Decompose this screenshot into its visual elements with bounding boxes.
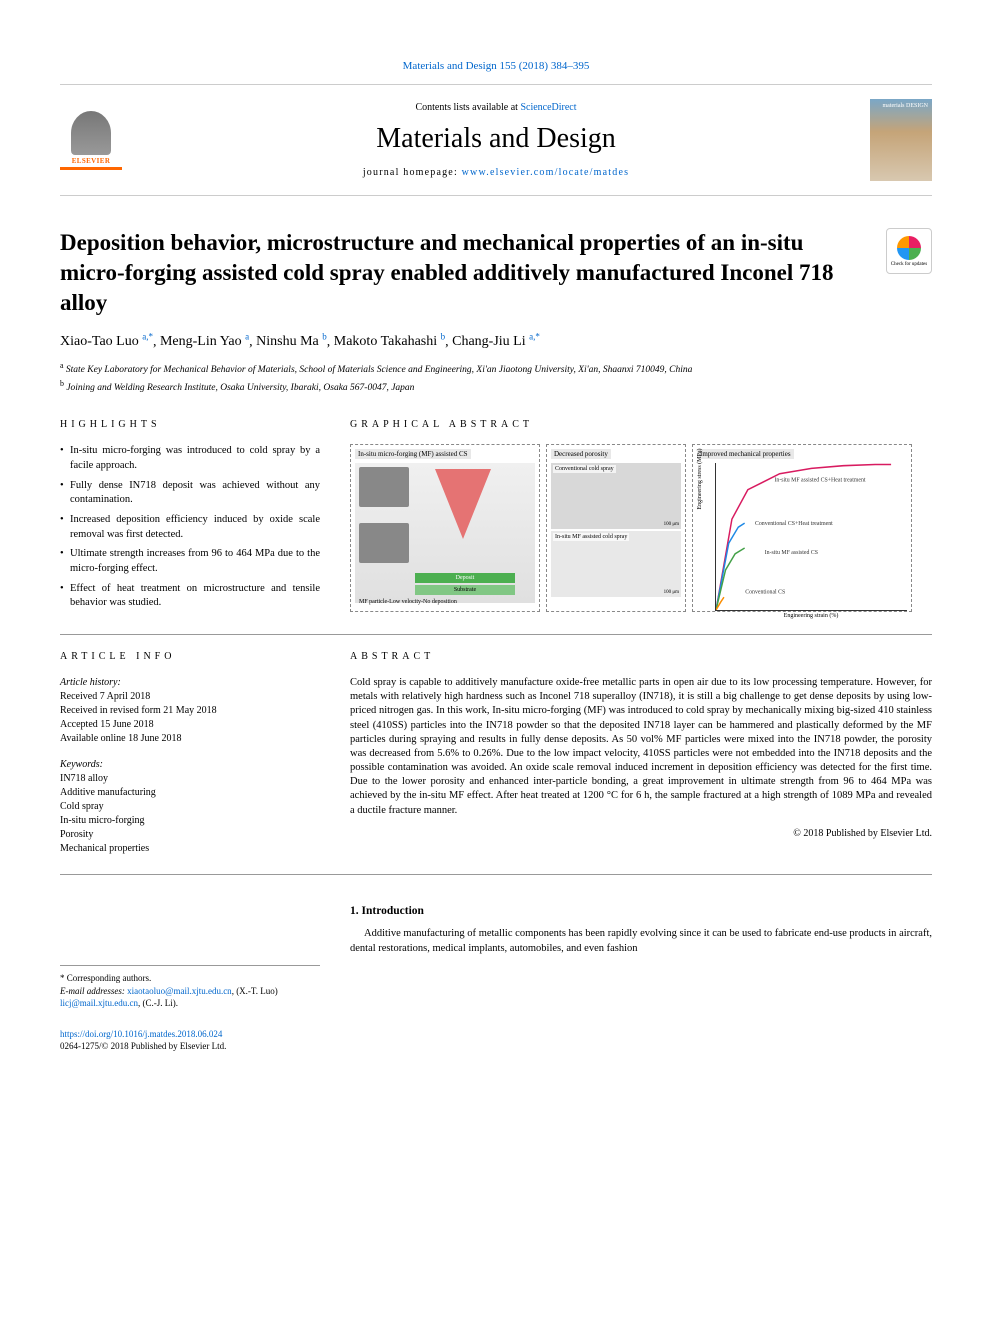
svg-text:In-situ MF assisted CS: In-situ MF assisted CS bbox=[765, 550, 818, 556]
article-info-heading: ARTICLE INFO bbox=[60, 651, 320, 662]
history-line: Received in revised form 21 May 2018 bbox=[60, 704, 320, 718]
abstract-heading: ABSTRACT bbox=[350, 651, 932, 662]
highlight-item: Effect of heat treatment on microstructu… bbox=[60, 582, 320, 611]
author-name: Chang-Jiu Li a,* bbox=[452, 334, 540, 349]
sciencedirect-link[interactable]: ScienceDirect bbox=[520, 102, 576, 113]
highlights-heading: HIGHLIGHTS bbox=[60, 419, 320, 430]
curve-in-situ-mf-assisted-cs+heat-treatment bbox=[716, 465, 891, 611]
authors-line: Xiao-Tao Luo a,*, Meng-Lin Yao a, Ninshu… bbox=[60, 332, 932, 351]
crossmark-icon bbox=[897, 236, 921, 260]
copyright-line: © 2018 Published by Elsevier Ltd. bbox=[350, 828, 932, 839]
svg-text:In-situ MF assisted CS+Heat tr: In-situ MF assisted CS+Heat treatment bbox=[774, 478, 865, 484]
highlight-item: In-situ micro-forging was introduced to … bbox=[60, 444, 320, 473]
email-link[interactable]: xiaotaoluo@mail.xjtu.edu.cn bbox=[127, 986, 232, 996]
affiliation: a State Key Laboratory for Mechanical Be… bbox=[60, 360, 932, 377]
ga-panel-porosity: Decreased porosity Conventional cold spr… bbox=[546, 444, 686, 612]
graphical-abstract-heading: GRAPHICAL ABSTRACT bbox=[350, 419, 932, 430]
keyword: Additive manufacturing bbox=[60, 786, 320, 800]
author-name: Makoto Takahashi b bbox=[334, 334, 445, 349]
history-line: Received 7 April 2018 bbox=[60, 690, 320, 704]
email-link[interactable]: licj@mail.xjtu.edu.cn bbox=[60, 998, 138, 1008]
sem-image-mf bbox=[359, 523, 409, 563]
divider bbox=[60, 874, 932, 875]
sem-image-in718 bbox=[359, 467, 409, 507]
graphical-abstract: In-situ micro-forging (MF) assisted CS D… bbox=[350, 444, 932, 612]
doi-link[interactable]: https://doi.org/10.1016/j.matdes.2018.06… bbox=[60, 1029, 222, 1039]
keyword: IN718 alloy bbox=[60, 772, 320, 786]
intro-paragraph: Additive manufacturing of metallic compo… bbox=[350, 927, 932, 956]
highlight-item: Fully dense IN718 deposit was achieved w… bbox=[60, 479, 320, 508]
history-line: Accepted 15 June 2018 bbox=[60, 718, 320, 732]
journal-reference: Materials and Design 155 (2018) 384–395 bbox=[60, 60, 932, 72]
keyword: Porosity bbox=[60, 828, 320, 842]
affiliation: b Joining and Welding Research Institute… bbox=[60, 378, 932, 395]
journal-cover-thumbnail: materials DESIGN bbox=[870, 99, 932, 181]
curve-in-situ-mf-assisted-cs bbox=[716, 548, 745, 610]
micrograph-mf: In-situ MF assisted cold spray 100 μm bbox=[551, 531, 681, 597]
author-name: Ninshu Ma b bbox=[256, 334, 327, 349]
article-info: Article history: Received 7 April 2018Re… bbox=[60, 676, 320, 856]
svg-text:Conventional CS: Conventional CS bbox=[745, 590, 785, 596]
ga-panel-schematic: In-situ micro-forging (MF) assisted CS D… bbox=[350, 444, 540, 612]
footnotes: * Corresponding authors. E-mail addresse… bbox=[60, 965, 320, 1010]
highlight-item: Increased deposition efficiency induced … bbox=[60, 513, 320, 542]
homepage-link[interactable]: www.elsevier.com/locate/matdes bbox=[462, 167, 630, 178]
ga-panel-chart: Improved mechanical properties Engineeri… bbox=[692, 444, 912, 612]
keyword: Cold spray bbox=[60, 800, 320, 814]
keyword: Mechanical properties bbox=[60, 842, 320, 856]
micrograph-conventional: Conventional cold spray 100 μm bbox=[551, 463, 681, 529]
section-heading-intro: 1. Introduction bbox=[350, 905, 932, 917]
check-updates-badge[interactable]: Check for updates bbox=[886, 228, 932, 274]
nozzle-icon bbox=[435, 469, 491, 539]
highlights-list: In-situ micro-forging was introduced to … bbox=[60, 444, 320, 611]
stress-strain-chart: In-situ MF assisted CS+Heat treatment Con… bbox=[716, 463, 907, 610]
svg-text:Conventional CS+Heat treatment: Conventional CS+Heat treatment bbox=[755, 521, 833, 527]
article-title: Deposition behavior, microstructure and … bbox=[60, 228, 860, 318]
abstract-text: Cold spray is capable to additively manu… bbox=[350, 676, 932, 818]
homepage-line: journal homepage: www.elsevier.com/locat… bbox=[122, 167, 870, 178]
elsevier-logo: ELSEVIER bbox=[60, 105, 122, 175]
affiliations: a State Key Laboratory for Mechanical Be… bbox=[60, 360, 932, 395]
contents-line: Contents lists available at ScienceDirec… bbox=[122, 102, 870, 113]
author-name: Xiao-Tao Luo a,* bbox=[60, 334, 153, 349]
doi-block: https://doi.org/10.1016/j.matdes.2018.06… bbox=[60, 1028, 320, 1053]
keyword: In-situ micro-forging bbox=[60, 814, 320, 828]
divider bbox=[60, 634, 932, 635]
journal-name: Materials and Design bbox=[122, 123, 870, 155]
curve-conventional-cs+heat-treatment bbox=[716, 523, 745, 610]
highlight-item: Ultimate strength increases from 96 to 4… bbox=[60, 547, 320, 576]
author-name: Meng-Lin Yao a bbox=[160, 334, 249, 349]
journal-header: ELSEVIER Contents lists available at Sci… bbox=[60, 84, 932, 196]
history-line: Available online 18 June 2018 bbox=[60, 732, 320, 746]
